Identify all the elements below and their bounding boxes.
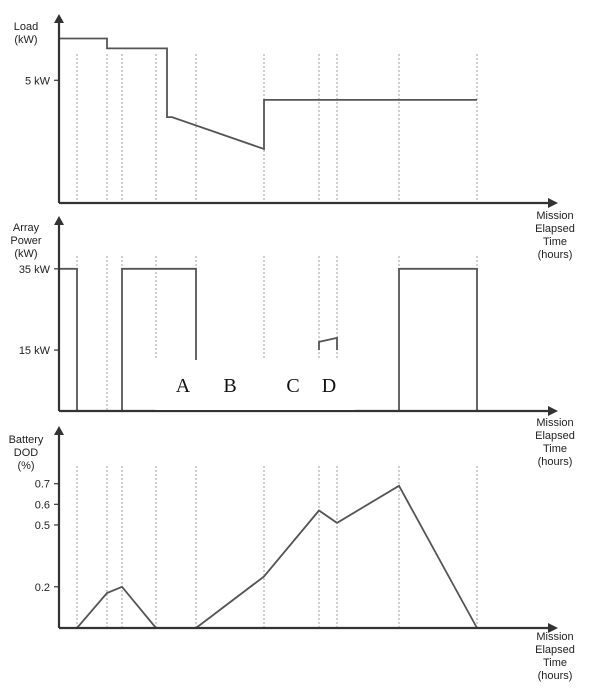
y-tick-label: 0.6 bbox=[35, 499, 50, 511]
series-line bbox=[398, 267, 478, 411]
marker-c: C bbox=[286, 375, 299, 397]
y-axis-label: DOD bbox=[14, 447, 39, 459]
y-tick-label: 15 kW bbox=[19, 345, 51, 357]
marker-a: A bbox=[176, 375, 191, 397]
y-tick-label: 0.7 bbox=[35, 479, 50, 491]
marker-b: B bbox=[223, 375, 236, 397]
x-axis-arrow bbox=[548, 406, 558, 416]
marker-label-backdrop bbox=[155, 360, 355, 410]
y-axis-label: Array bbox=[13, 222, 40, 234]
x-axis-label: Mission bbox=[536, 417, 573, 429]
x-axis-arrow bbox=[548, 623, 558, 633]
x-axis-label: Mission bbox=[536, 631, 573, 643]
y-axis-arrow bbox=[54, 216, 64, 225]
y-axis-label: Power bbox=[10, 235, 42, 247]
x-axis-arrow bbox=[548, 198, 558, 208]
x-axis-label: Time bbox=[543, 236, 567, 248]
x-axis-label: (hours) bbox=[538, 249, 573, 261]
x-axis-label: Time bbox=[543, 657, 567, 669]
y-tick-label: 0.5 bbox=[35, 520, 50, 532]
x-axis-label: Elapsed bbox=[535, 223, 575, 235]
series-line bbox=[121, 267, 197, 411]
y-tick-label: 0.2 bbox=[35, 582, 50, 594]
x-axis-label: (hours) bbox=[538, 670, 573, 682]
x-axis-label: Mission bbox=[536, 210, 573, 222]
y-axis-label: (kW) bbox=[14, 248, 37, 260]
y-axis-arrow bbox=[54, 426, 64, 435]
marker-labels: A B C D bbox=[155, 360, 355, 410]
y-axis-arrow bbox=[54, 14, 64, 23]
x-axis-label: Elapsed bbox=[535, 644, 575, 656]
marker-d: D bbox=[322, 375, 336, 397]
series-line bbox=[59, 267, 78, 411]
y-tick-label: 5 kW bbox=[25, 75, 51, 87]
y-tick-label: 35 kW bbox=[19, 264, 51, 276]
y-axis-label: (kW) bbox=[14, 34, 37, 46]
y-axis-label: Load bbox=[14, 21, 38, 33]
chart-panel-3: 0.70.60.50.2BatteryDOD(%)MissionElapsedT… bbox=[9, 426, 575, 682]
x-axis-label: Time bbox=[543, 443, 567, 455]
x-axis-label: (hours) bbox=[538, 456, 573, 468]
y-axis-label: Battery bbox=[9, 434, 44, 446]
x-axis-label: Elapsed bbox=[535, 430, 575, 442]
series-line bbox=[318, 336, 338, 351]
series-line bbox=[58, 37, 477, 203]
series-line bbox=[195, 484, 478, 629]
chart-panels: 5 kWLoad(kW)MissionElapsedTime(hours)35 … bbox=[9, 14, 575, 682]
y-axis-label: (%) bbox=[17, 460, 34, 472]
